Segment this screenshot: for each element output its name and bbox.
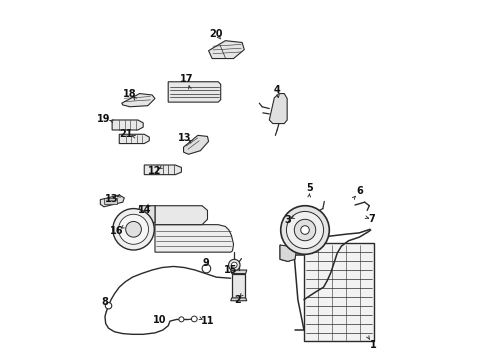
- Polygon shape: [122, 94, 155, 107]
- Circle shape: [192, 316, 197, 322]
- Polygon shape: [155, 225, 234, 252]
- Text: 20: 20: [210, 29, 223, 39]
- Circle shape: [179, 317, 184, 322]
- Polygon shape: [209, 41, 245, 59]
- Polygon shape: [144, 165, 181, 175]
- Circle shape: [228, 259, 240, 271]
- Text: 17: 17: [180, 74, 194, 84]
- Text: 7: 7: [368, 214, 375, 224]
- Text: 2: 2: [234, 295, 241, 305]
- Polygon shape: [280, 245, 295, 261]
- Polygon shape: [100, 195, 124, 207]
- Text: 6: 6: [356, 186, 363, 197]
- Text: 1: 1: [369, 340, 376, 350]
- Text: 18: 18: [123, 89, 137, 99]
- Circle shape: [294, 219, 316, 241]
- Polygon shape: [138, 206, 155, 223]
- Text: 12: 12: [148, 166, 162, 176]
- Text: 5: 5: [307, 183, 314, 193]
- Polygon shape: [112, 120, 143, 130]
- Polygon shape: [155, 206, 207, 225]
- Polygon shape: [231, 298, 247, 301]
- Text: 13: 13: [177, 133, 191, 143]
- Text: 21: 21: [120, 129, 133, 139]
- Circle shape: [281, 206, 329, 254]
- Text: 3: 3: [285, 215, 291, 225]
- Text: 9: 9: [202, 258, 209, 268]
- Text: 14: 14: [138, 205, 151, 215]
- Polygon shape: [231, 270, 247, 274]
- Text: 11: 11: [201, 316, 214, 326]
- Polygon shape: [270, 94, 287, 123]
- Text: 4: 4: [274, 85, 280, 95]
- Text: 16: 16: [110, 226, 123, 236]
- Text: 8: 8: [101, 297, 108, 307]
- Text: 19: 19: [97, 113, 111, 123]
- Bar: [232, 274, 245, 298]
- Circle shape: [105, 302, 112, 309]
- Bar: [304, 243, 373, 342]
- Circle shape: [287, 211, 323, 249]
- Polygon shape: [184, 135, 209, 154]
- Bar: [104, 198, 118, 204]
- Circle shape: [301, 226, 309, 234]
- Polygon shape: [168, 82, 220, 102]
- Polygon shape: [119, 134, 149, 144]
- Circle shape: [202, 264, 211, 273]
- Polygon shape: [280, 245, 297, 261]
- Circle shape: [126, 221, 142, 237]
- Circle shape: [231, 262, 237, 268]
- Text: 13: 13: [105, 194, 119, 203]
- Circle shape: [119, 214, 148, 244]
- Text: 15: 15: [224, 265, 238, 275]
- Text: 10: 10: [153, 315, 167, 325]
- Circle shape: [113, 208, 154, 250]
